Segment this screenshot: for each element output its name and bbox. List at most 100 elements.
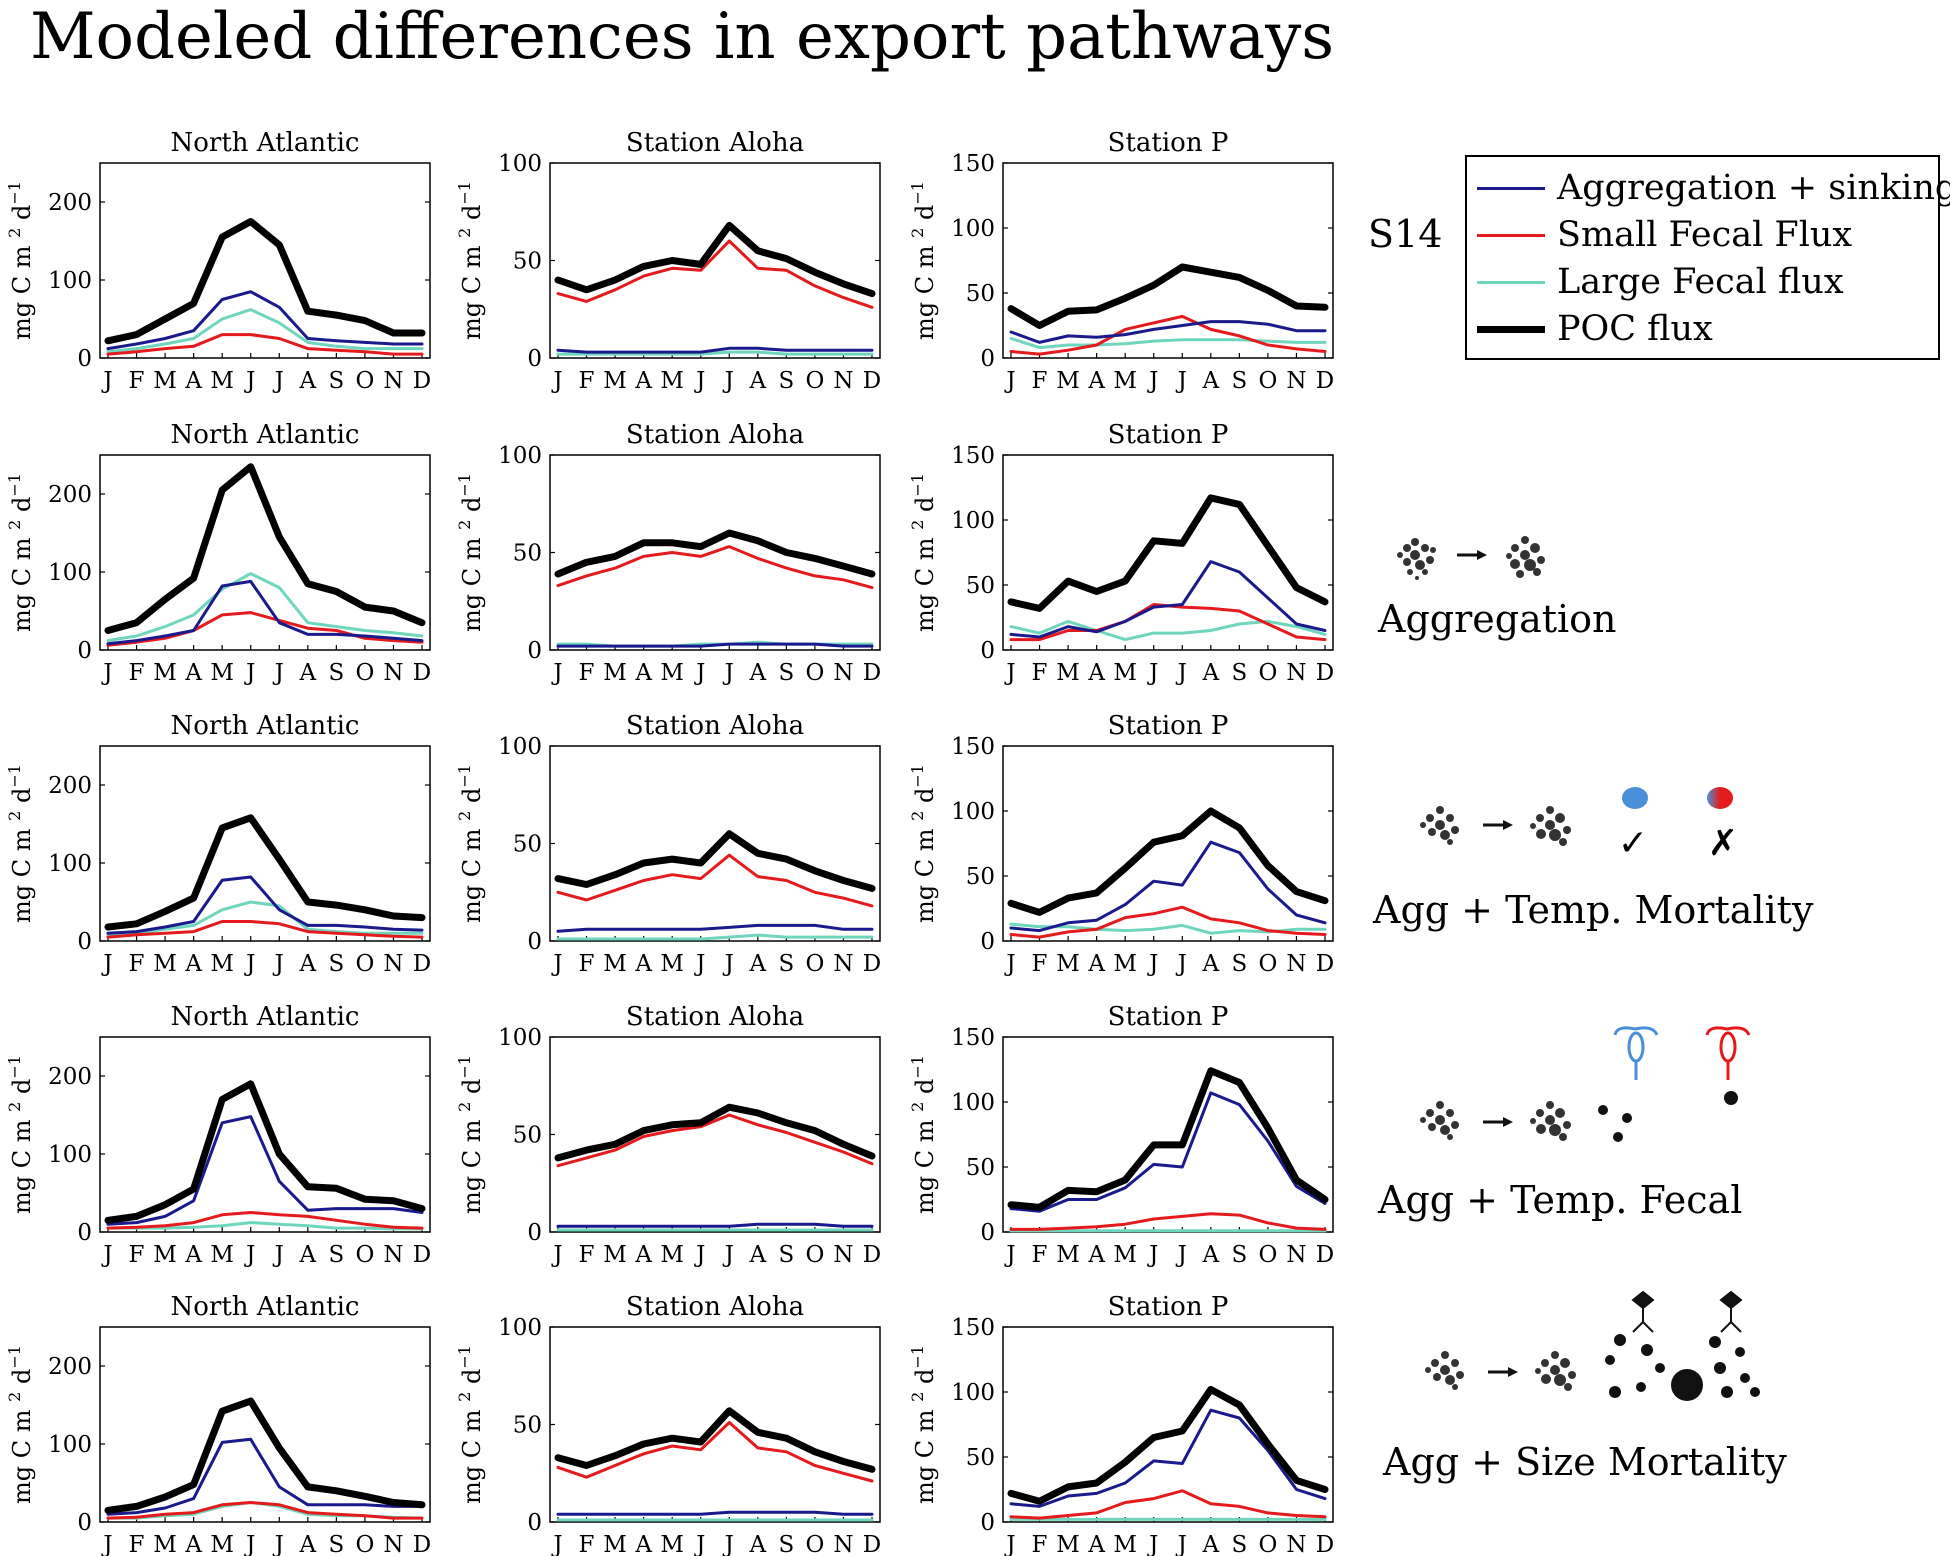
y-tick-label: 100 (498, 1315, 542, 1341)
x-tick-label: D (413, 368, 431, 394)
x-tick-label: N (1286, 660, 1306, 686)
x-tick-label: A (749, 660, 767, 686)
x-tick-label: M (603, 368, 627, 394)
series-line-small-fecal (1009, 1489, 1327, 1520)
x-tick-label: J (101, 951, 112, 977)
legend-entry-large-fecal: Large Fecal flux (1477, 259, 1844, 305)
x-tick-label: A (184, 1532, 202, 1556)
x-tick-label: J (1176, 660, 1187, 686)
y-tick-label: 150 (951, 734, 995, 760)
y-axis-label-unit: d (911, 205, 939, 228)
series-line-poc (104, 1397, 426, 1514)
series-line-aggregation (106, 579, 424, 646)
y-axis-label-text: mg C m (8, 530, 36, 632)
x-tick-label: J (101, 1242, 112, 1268)
y-axis-label: mg C m 2 d−1 (455, 1055, 486, 1214)
series-line-small-fecal (556, 239, 874, 309)
series-line-small-fecal (106, 1211, 424, 1230)
panel-title: North Atlantic (171, 420, 360, 450)
x-tick-label: O (355, 368, 374, 394)
x-tick-label: O (1258, 368, 1277, 394)
y-tick-label: 50 (966, 1155, 995, 1181)
x-tick-label: A (299, 1532, 317, 1556)
y-tick-label: 50 (513, 1413, 542, 1439)
y-axis-label-sup: −1 (908, 1055, 927, 1079)
x-tick-label: A (1087, 1242, 1105, 1268)
series-line-poc (1007, 1067, 1329, 1211)
y-axis-label-sup: −1 (5, 181, 24, 205)
x-tick-label: A (184, 951, 202, 977)
y-axis-label-sup: 2 (908, 1392, 927, 1402)
panel-title: North Atlantic (171, 711, 360, 741)
y-axis-label: mg C m 2 d−1 (908, 181, 939, 340)
y-axis-label-unit: d (458, 1079, 486, 1102)
series-line-large-fecal (106, 308, 424, 354)
row-label-size-mortality: Agg + Size Mortality (1383, 1440, 1787, 1484)
y-tick-label: 150 (951, 443, 995, 469)
series-line-poc (554, 1103, 876, 1162)
x-tick-label: A (634, 1532, 652, 1556)
x-tick-label: M (1056, 1242, 1080, 1268)
panel-title: Station P (1108, 1002, 1229, 1032)
plot-frame (99, 162, 431, 359)
y-tick-label: 200 (48, 190, 92, 216)
y-tick-label: 0 (527, 346, 542, 372)
y-axis-label-sup: −1 (5, 473, 24, 497)
x-tick-label: M (1113, 1242, 1137, 1268)
x-tick-label: J (101, 1532, 112, 1556)
y-axis-label-unit: d (458, 205, 486, 228)
x-tick-label: A (1202, 1532, 1220, 1556)
series-line-small-fecal (106, 920, 424, 939)
y-tick-label: 0 (980, 346, 995, 372)
x-tick-label: M (210, 1532, 234, 1556)
y-axis-label: mg C m 2 d−1 (5, 1345, 36, 1504)
x-tick-label: N (383, 951, 403, 977)
plot-frame (1002, 454, 1334, 651)
y-axis-label: mg C m 2 d−1 (908, 473, 939, 632)
y-axis-label: mg C m 2 d−1 (455, 764, 486, 923)
series-line-aggregation (1009, 560, 1327, 639)
x-tick-label: A (1202, 951, 1220, 977)
y-tick-label: 100 (951, 216, 995, 242)
y-axis-label-sup: 2 (908, 811, 927, 821)
y-axis-label-sup: −1 (5, 764, 24, 788)
y-tick-label: 200 (48, 1064, 92, 1090)
x-tick-label: A (749, 1532, 767, 1556)
legend-label: Small Fecal Flux (1557, 215, 1853, 255)
y-tick-label: 50 (513, 1123, 542, 1149)
series-line-aggregation (1009, 1091, 1327, 1213)
series-line-small-fecal (1009, 1212, 1327, 1231)
panel-title: Station P (1108, 128, 1229, 158)
x-tick-label: M (1056, 368, 1080, 394)
y-axis-label-text: mg C m (8, 821, 36, 923)
x-tick-label: A (1087, 951, 1105, 977)
y-tick-label: 150 (951, 151, 995, 177)
y-axis-label: mg C m 2 d−1 (908, 1345, 939, 1504)
series-line-small-fecal (1009, 314, 1327, 356)
x-tick-label: F (579, 368, 595, 394)
y-axis-label-unit: d (911, 788, 939, 811)
x-tick-label: A (184, 660, 202, 686)
y-axis-label-sup: −1 (908, 473, 927, 497)
x-tick-label: O (1258, 660, 1277, 686)
y-axis-label-text: mg C m (458, 1112, 486, 1214)
x-tick-label: S (328, 1242, 344, 1268)
x-tick-label: O (355, 1532, 374, 1556)
x-tick-label: N (383, 1532, 403, 1556)
x-tick-label: J (694, 660, 705, 686)
y-tick-label: 200 (48, 773, 92, 799)
x-tick-label: F (129, 660, 145, 686)
x-tick-label: O (805, 1532, 824, 1556)
x-tick-label: J (551, 1532, 562, 1556)
x-tick-label: S (1231, 368, 1247, 394)
y-axis-label: mg C m 2 d−1 (455, 1345, 486, 1504)
y-axis-label-text: mg C m (911, 821, 939, 923)
series-line-small-fecal (556, 853, 874, 908)
x-tick-label: M (603, 1242, 627, 1268)
x-tick-label: J (1004, 951, 1015, 977)
